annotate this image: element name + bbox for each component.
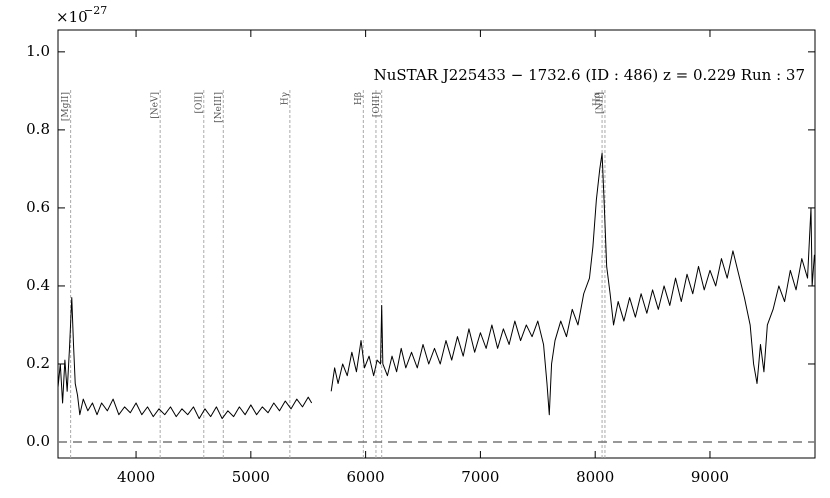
emission-label: [NeV]	[151, 92, 161, 119]
emission-label: [NeIII]	[214, 92, 224, 123]
emission-label: [OIII]	[372, 92, 382, 117]
x-tick-label: 9000	[691, 468, 729, 486]
y-tick-label: 0.4	[26, 276, 50, 294]
emission-label: [NII]	[595, 92, 605, 114]
annotation: NuSTAR J225433 − 1732.6 (ID : 486) z = 0…	[374, 66, 805, 84]
y-tick-label: 0.8	[26, 120, 50, 138]
y-tick-label: 0.6	[26, 198, 50, 216]
emission-label: Hβ	[354, 92, 364, 105]
y-tick-label: 0.2	[26, 354, 50, 372]
emission-label: Hγ	[280, 92, 290, 105]
x-tick-label: 8000	[576, 468, 614, 486]
spectrum-line	[57, 297, 313, 420]
x-tick-label: 4000	[117, 468, 155, 486]
x-tick-label: 5000	[232, 468, 270, 486]
offset-exponent: −27	[84, 4, 107, 17]
emission-label: [MgII]	[61, 92, 71, 121]
x-tick-label: 6000	[347, 468, 385, 486]
plot-frame	[57, 29, 816, 459]
emission-label: Hα	[593, 92, 603, 106]
x-tick-label: 7000	[461, 468, 499, 486]
y-tick-label: 1.0	[26, 42, 50, 60]
offset-base: ×10	[56, 8, 88, 26]
spectrum-line	[330, 152, 815, 416]
emission-label: [OII]	[194, 92, 204, 114]
y-tick-label: 0.0	[26, 432, 50, 450]
